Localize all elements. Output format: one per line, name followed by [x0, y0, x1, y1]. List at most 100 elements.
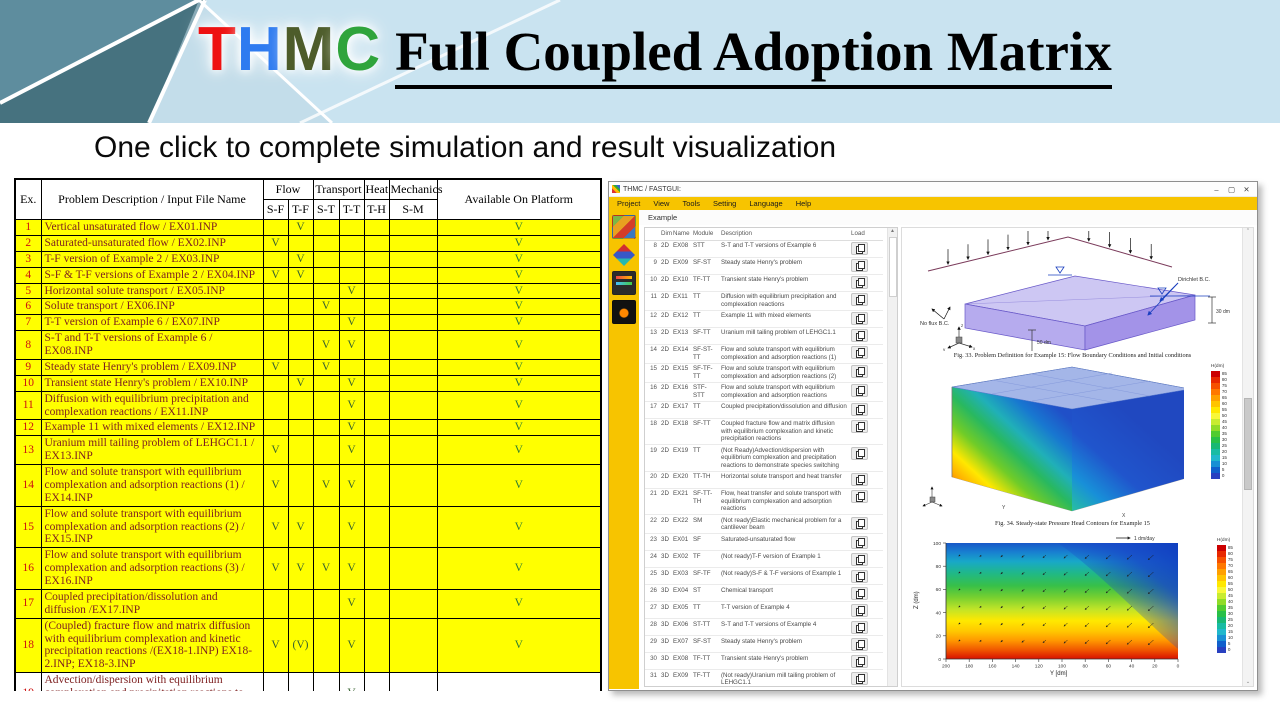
menu-project[interactable]: Project — [617, 199, 641, 208]
row-load-cell — [849, 240, 883, 258]
mark-sf — [262, 390, 289, 421]
row-module: ST — [691, 584, 719, 602]
load-button[interactable] — [851, 620, 868, 634]
table-row[interactable]: 16 2D EX16 STF-STT Flow and solute transport… — [645, 382, 883, 402]
col-name: Name — [671, 228, 691, 241]
matrix-row: 16 Flow and solute transport with equilib… — [14, 547, 602, 590]
load-button[interactable] — [851, 654, 868, 668]
load-button[interactable] — [851, 293, 868, 306]
fig3-xtick: 40 — [1129, 664, 1135, 670]
menu-setting[interactable]: Setting — [712, 199, 737, 208]
row-name: EX18 — [671, 418, 691, 445]
table-row[interactable]: 30 3D EX08 TF-TT Transient state Henry's pro… — [645, 652, 883, 670]
table-row[interactable]: 17 2D EX17 TT Coupled precipitation/dissolut… — [645, 401, 883, 419]
load-button[interactable] — [851, 312, 868, 325]
table-row[interactable]: 24 3D EX02 TF (Not ready)T-F version of Exam… — [645, 550, 883, 568]
load-button[interactable] — [851, 446, 868, 460]
load-button[interactable] — [851, 637, 868, 651]
table-row[interactable]: 22 2D EX22 SM (Not ready)Elastic mechanical … — [645, 514, 883, 534]
mark-available: V — [436, 282, 602, 300]
mark-available: V — [436, 234, 602, 252]
table-row[interactable]: 29 3D EX07 SF-ST Steady state Henry's proble… — [645, 635, 883, 653]
3d-viewer-icon[interactable] — [612, 300, 636, 324]
table-row[interactable]: 28 3D EX06 ST-TT S-T and T-T versions of Exa… — [645, 618, 883, 636]
problem-description: Uranium mill tailing problem of LEHGC1.1… — [40, 435, 264, 465]
load-button[interactable] — [851, 242, 868, 255]
load-button[interactable] — [851, 603, 868, 617]
table-row[interactable]: 23 3D EX01 SF Saturated-unsaturated flow — [645, 533, 883, 551]
load-button[interactable] — [851, 586, 868, 600]
col-desc: Problem Description / Input File Name — [40, 178, 264, 220]
colorbar-segment — [1216, 617, 1226, 623]
load-button[interactable] — [851, 420, 868, 433]
load-button[interactable] — [851, 552, 868, 566]
load-button[interactable] — [851, 535, 868, 549]
tab-example[interactable]: Example — [648, 213, 678, 222]
mark-tt: V — [338, 419, 365, 437]
close-button[interactable]: ✕ — [1243, 184, 1250, 194]
table-row[interactable]: 18 2D EX18 SF-TT Coupled fracture flow and m… — [645, 418, 883, 445]
mesh-layers-icon[interactable] — [613, 244, 635, 266]
load-button[interactable] — [851, 516, 868, 530]
menu-language[interactable]: Language — [749, 199, 783, 208]
colorbar-tick: 25 — [1227, 617, 1233, 622]
figure-scrollbar[interactable]: ⌃ ⌄ — [1242, 228, 1253, 686]
table-row[interactable]: 14 2D EX14 SF-ST-TT Flow and solute transpor… — [645, 344, 883, 364]
scroll-up-icon[interactable]: ▲ — [890, 228, 895, 234]
table-row[interactable]: 12 2D EX12 TT Example 11 with mixed elements — [645, 310, 883, 328]
load-button[interactable] — [851, 473, 868, 486]
load-button[interactable] — [851, 671, 868, 685]
table-row[interactable]: 25 3D EX03 SF-TF (Not ready)S-F & T-F versio… — [645, 567, 883, 585]
group-mechanics: Mechanics — [388, 178, 443, 200]
fig3-ytick: 20 — [936, 634, 942, 640]
load-button[interactable] — [851, 329, 868, 342]
row-load-cell — [849, 550, 883, 568]
colorbar-segment — [1216, 593, 1226, 599]
project-map-icon[interactable] — [612, 215, 636, 239]
row-number: 24 — [645, 550, 659, 568]
load-button[interactable] — [851, 403, 868, 416]
menu-help[interactable]: Help — [795, 199, 812, 208]
mark-st — [312, 588, 340, 619]
table-row[interactable]: 9 2D EX09 SF-ST Steady state Henry's problem — [645, 257, 883, 275]
table-row[interactable]: 19 2D EX19 TT (Not Ready)Advection/dispersio… — [645, 444, 883, 472]
maximize-button[interactable]: ▢ — [1227, 184, 1236, 194]
fig-scroll-up-icon[interactable]: ⌃ — [1245, 228, 1251, 234]
table-row[interactable]: 15 2D EX15 SF-TF-TT Flow and solute transpor… — [645, 363, 883, 383]
table-row[interactable]: 11 2D EX11 TT Diffusion with equilibrium pre… — [645, 291, 883, 311]
load-button[interactable] — [851, 259, 868, 272]
colorbar-tick: 5 — [1227, 641, 1231, 646]
row-dim: 2D — [659, 514, 671, 534]
menu-view[interactable]: View — [653, 199, 670, 208]
fig-scrollbar-thumb[interactable] — [1244, 398, 1252, 490]
mark-sf — [262, 588, 289, 619]
fig1-noflux-label: No flux B.C. — [920, 321, 950, 327]
load-button[interactable] — [851, 569, 868, 583]
table-row[interactable]: 20 2D EX20 TT-TH Horizontal solute transport… — [645, 471, 883, 489]
load-button[interactable] — [851, 365, 868, 378]
colorbar-tick: 75 — [1221, 383, 1227, 388]
row-dim: 2D — [659, 327, 671, 345]
load-button[interactable] — [851, 276, 868, 289]
table-row[interactable]: 13 2D EX13 SF-TT Uranium mill tailing proble… — [645, 327, 883, 345]
fig1-dim50-label: 50 dm — [1037, 340, 1051, 346]
table-row[interactable]: 31 3D EX09 TF-TT (Not ready)Uranium mill tai… — [645, 669, 883, 686]
table-scrollbar[interactable]: ▲ — [887, 228, 897, 686]
table-row[interactable]: 26 3D EX04 ST Chemical transport — [645, 584, 883, 602]
table-row[interactable]: 21 2D EX21 SF-TT-TH Flow, heat transfer and … — [645, 488, 883, 515]
load-button[interactable] — [851, 346, 868, 359]
fig-scroll-down-icon[interactable]: ⌄ — [1245, 679, 1251, 685]
load-button[interactable] — [851, 384, 868, 397]
menu-tools[interactable]: Tools — [682, 199, 700, 208]
mark-tf — [287, 314, 314, 332]
thmc-settings-icon[interactable] — [612, 271, 636, 295]
scrollbar-thumb[interactable] — [889, 237, 897, 297]
minimize-button[interactable]: – — [1214, 184, 1219, 194]
mark-tf — [287, 234, 314, 252]
table-row[interactable]: 8 2D EX08 STT S-T and T-T versions of Exampl… — [645, 240, 883, 258]
table-row[interactable]: 10 2D EX10 TF-TT Transient state Henry's pro… — [645, 274, 883, 292]
row-description: Coupled fracture flow and matrix diffusi… — [719, 418, 849, 445]
load-button[interactable] — [851, 490, 868, 503]
table-row[interactable]: 27 3D EX05 TT T-T version of Example 4 — [645, 601, 883, 619]
row-description: Coupled precipitation/dissolution and di… — [719, 401, 849, 419]
